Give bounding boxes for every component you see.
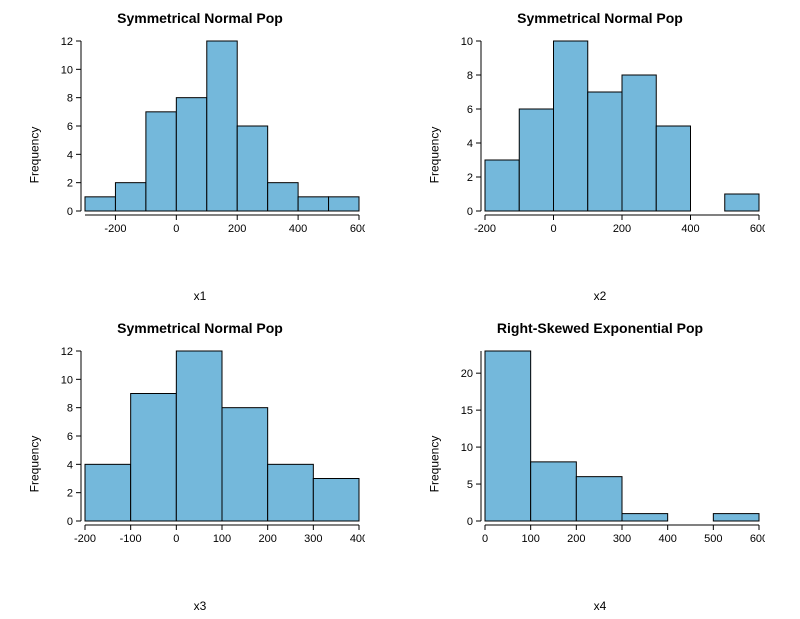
bar [554, 41, 588, 211]
x-axis-label: x4 [400, 599, 800, 613]
y-tick-label: 8 [467, 70, 473, 82]
x-tick-label: -200 [74, 533, 96, 545]
bar [713, 513, 759, 520]
bar [85, 464, 131, 521]
bar [115, 183, 145, 211]
y-tick-label: 4 [67, 459, 73, 471]
x-tick-label: 0 [173, 223, 179, 235]
bar [146, 112, 176, 211]
x-tick-label: 400 [658, 533, 676, 545]
y-axis-label: Frequency [427, 126, 441, 183]
x-tick-label: 200 [228, 223, 246, 235]
y-tick-label: 10 [461, 36, 473, 48]
y-tick-label: 0 [467, 206, 473, 218]
y-tick-label: 20 [461, 368, 473, 380]
y-tick-label: 2 [67, 487, 73, 499]
y-tick-label: 4 [67, 149, 73, 161]
x-tick-label: 200 [567, 533, 585, 545]
x-tick-label: 100 [213, 533, 231, 545]
bar [298, 197, 328, 211]
x-tick-label: 0 [550, 223, 556, 235]
x-tick-label: 600 [750, 223, 765, 235]
y-tick-label: 10 [61, 64, 73, 76]
panel-x2: Symmetrical Normal Pop Frequency x2 -200… [400, 0, 800, 309]
x-tick-label: 300 [304, 533, 322, 545]
panel-title: Symmetrical Normal Pop [0, 10, 400, 26]
x-tick-label: 600 [350, 223, 365, 235]
bar [531, 461, 577, 520]
bar [519, 109, 553, 211]
bar [485, 351, 531, 521]
y-tick-label: 10 [461, 442, 473, 454]
panel-x3: Symmetrical Normal Pop Frequency x3 -200… [0, 310, 400, 619]
x-tick-label: 400 [289, 223, 307, 235]
y-tick-label: 6 [467, 104, 473, 116]
panel-title: Symmetrical Normal Pop [0, 320, 400, 336]
bar [207, 41, 237, 211]
x-tick-label: -200 [104, 223, 126, 235]
x-axis-label: x1 [0, 289, 400, 303]
x-tick-label: 100 [521, 533, 539, 545]
bar [313, 478, 359, 521]
y-axis-label: Frequency [27, 436, 41, 493]
bar [131, 393, 177, 521]
bar [222, 407, 268, 520]
bar [588, 92, 622, 211]
bar [725, 194, 759, 211]
y-tick-label: 0 [67, 206, 73, 218]
y-tick-label: 0 [67, 516, 73, 528]
y-axis-label: Frequency [427, 436, 441, 493]
panel-title: Symmetrical Normal Pop [400, 10, 800, 26]
y-tick-label: 12 [61, 346, 73, 358]
panel-title: Right-Skewed Exponential Pop [400, 320, 800, 336]
y-tick-label: 4 [467, 138, 473, 150]
bar [268, 464, 314, 521]
y-tick-label: 6 [67, 431, 73, 443]
y-tick-label: 2 [467, 172, 473, 184]
bar [176, 98, 206, 211]
y-tick-label: 6 [67, 121, 73, 133]
x-tick-label: -100 [120, 533, 142, 545]
y-tick-label: 0 [467, 516, 473, 528]
histogram-x3: -200 -100 0 100 200 300 400 0 2 4 6 8 10 12 [55, 345, 365, 555]
y-tick-label: 5 [467, 479, 473, 491]
x-tick-label: 400 [681, 223, 699, 235]
histogram-x1: -200 0 200 400 600 0 2 4 6 8 10 12 [55, 35, 365, 245]
bar [176, 351, 222, 521]
bar [329, 197, 359, 211]
x-tick-label: 500 [704, 533, 722, 545]
y-tick-label: 2 [67, 178, 73, 190]
histogram-x4: 0 100 200 300 400 500 600 0 5 10 15 20 [455, 345, 765, 555]
bar [85, 197, 115, 211]
y-tick-label: 10 [61, 374, 73, 386]
panel-x1: Symmetrical Normal Pop Frequency x1 -200… [0, 0, 400, 309]
y-tick-label: 8 [67, 402, 73, 414]
y-tick-label: 15 [461, 405, 473, 417]
x-tick-label: 0 [173, 533, 179, 545]
bar [576, 476, 622, 520]
x-axis-label: x2 [400, 289, 800, 303]
x-tick-label: 400 [350, 533, 365, 545]
y-tick-label: 8 [67, 93, 73, 105]
y-axis-label: Frequency [27, 126, 41, 183]
bar [485, 160, 519, 211]
bar [622, 75, 656, 211]
bar [622, 513, 668, 520]
x-tick-label: 600 [750, 533, 765, 545]
bar [656, 126, 690, 211]
panel-x4: Right-Skewed Exponential Pop Frequency x… [400, 310, 800, 619]
chart-grid: Symmetrical Normal Pop Frequency x1 -200… [0, 0, 800, 619]
x-tick-label: 200 [258, 533, 276, 545]
x-tick-label: 0 [482, 533, 488, 545]
x-tick-label: 300 [613, 533, 631, 545]
x-tick-label: 200 [613, 223, 631, 235]
bar [237, 126, 267, 211]
x-tick-label: -200 [474, 223, 496, 235]
y-tick-label: 12 [61, 36, 73, 48]
x-axis-label: x3 [0, 599, 400, 613]
bar [268, 183, 298, 211]
histogram-x2: -20002004006000246810 [455, 35, 765, 245]
